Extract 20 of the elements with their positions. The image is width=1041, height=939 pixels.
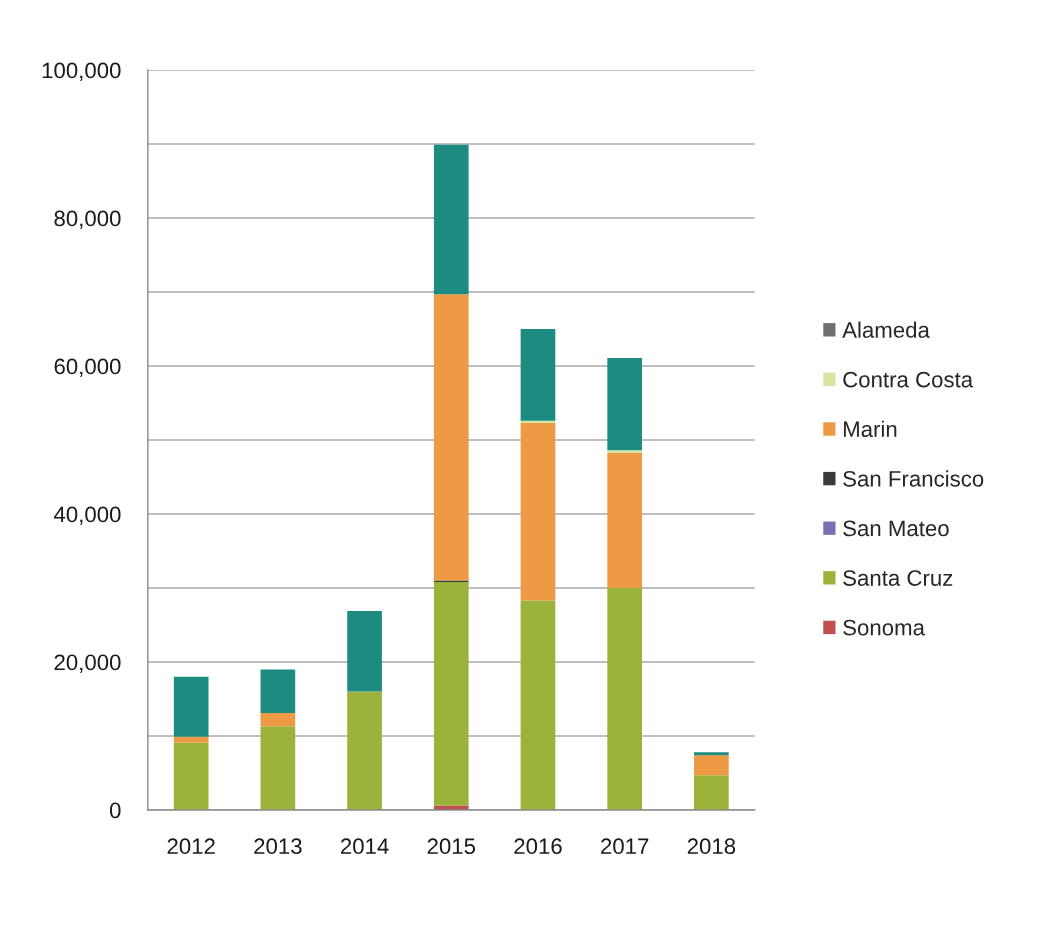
x-tick-label: 2012 (167, 838, 215, 855)
y-tick-label: 100,000 (42, 62, 121, 81)
x-tick-label: 2016 (514, 838, 562, 855)
legend-label: Marin (843, 420, 897, 438)
legend-label: San Francisco (843, 470, 984, 487)
x-tick-label: 2014 (340, 838, 389, 855)
y-tick-label: 80,000 (54, 210, 121, 229)
x-tick-label: 2017 (601, 838, 649, 855)
legend-label: Contra Costa (843, 371, 974, 388)
y-tick-label: 20,000 (54, 654, 121, 673)
y-tick-label: 40,000 (53, 506, 121, 525)
legend-label: Santa Cruz (843, 570, 953, 586)
x-tick-label: 2015 (427, 838, 476, 855)
x-tick-label: 2013 (254, 838, 302, 855)
legend-label: Sonoma (843, 619, 925, 636)
y-tick-label: 0 (109, 802, 121, 819)
y-tick-label: 60,000 (54, 358, 121, 377)
legend-label: Alameda (842, 321, 930, 338)
legend-label: San Mateo (843, 520, 949, 537)
x-tick-label: 2018 (687, 838, 736, 855)
